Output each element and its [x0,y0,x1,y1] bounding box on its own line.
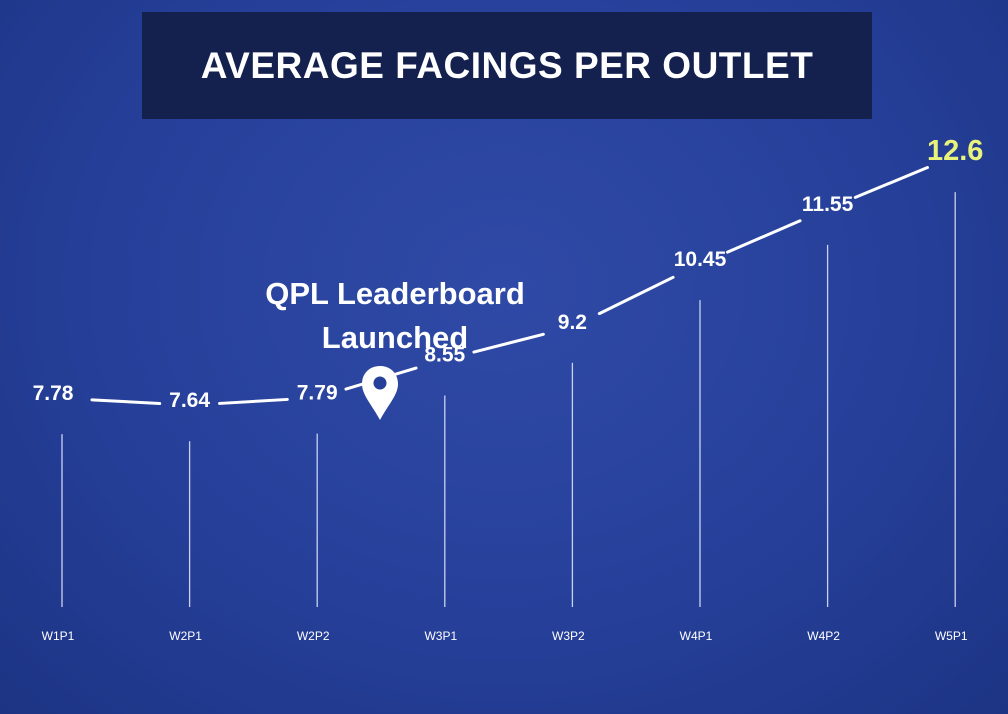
value-label-w2p1: 7.64 [169,389,210,412]
chart-title: AVERAGE FACINGS PER OUTLET [200,44,814,86]
value-label-w1p1: 7.78 [33,382,74,405]
value-label-w3p2: 9.2 [558,311,587,334]
tick-label-w3p2: W3P2 [552,629,585,643]
tick-label-w4p1: W4P1 [680,629,713,643]
series-segment-2 [218,397,289,405]
value-label-w3p1: 8.55 [424,344,465,367]
tick-label-w5p1: W5P1 [935,629,968,643]
launch-annotation: QPL Leaderboard Launched [250,272,540,360]
annotation-line-2: Launched [321,320,469,355]
location-pin-icon [362,366,398,420]
series-segment-4 [472,332,545,354]
value-label-w4p2: 11.55 [802,193,854,216]
tick-label-w1p1: W1P1 [42,629,75,643]
tick-label-w3p1: W3P1 [424,629,457,643]
value-label-w2p2: 7.79 [297,382,338,405]
tick-label-w2p1: W2P1 [169,629,202,643]
tick-label-w2p2: W2P2 [297,629,330,643]
series-segment-7 [853,166,929,199]
tick-label-w4p2: W4P2 [807,629,840,643]
value-label-w4p1: 10.45 [674,248,727,271]
title-banner: AVERAGE FACINGS PER OUTLET [142,12,872,119]
annotation-line-1: QPL Leaderboard [265,276,525,311]
series-segment-1 [90,398,162,406]
series-segment-6 [726,219,802,254]
value-label-w5p1: 12.6 [927,135,983,167]
series-segment-5 [597,275,675,316]
